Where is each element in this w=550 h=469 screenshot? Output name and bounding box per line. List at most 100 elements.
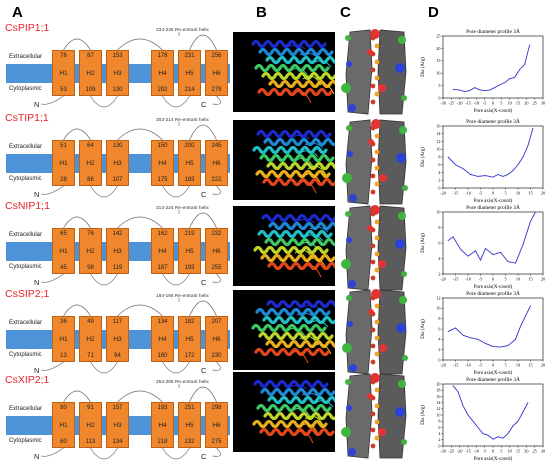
residue-number: 107 bbox=[112, 177, 123, 183]
surface-patch bbox=[345, 211, 351, 217]
surface-patch bbox=[348, 280, 356, 288]
x-tick-label: 15 bbox=[528, 363, 532, 368]
residue-number: 200 bbox=[184, 143, 195, 149]
topology-diagram: CsPIP1;1 Extracellular Cytoplasmic 234-245 … bbox=[0, 22, 235, 112]
reentrant-helix-label: 254-265 Re-entrant helix bbox=[156, 380, 209, 385]
loop-path bbox=[162, 185, 190, 198]
x-tick-label: 10 bbox=[508, 101, 512, 106]
loop-path bbox=[63, 216, 91, 229]
data-point bbox=[507, 261, 509, 262]
loop-path bbox=[90, 273, 118, 286]
y-tick-label: 10 bbox=[436, 71, 440, 76]
data-point bbox=[529, 44, 531, 46]
residue-number: 218 bbox=[157, 439, 168, 445]
x-tick-label: -25 bbox=[449, 449, 455, 454]
data-point bbox=[492, 176, 494, 178]
residue-number: 13 bbox=[60, 353, 67, 359]
data-point bbox=[477, 176, 479, 177]
x-tick-label: -5 bbox=[483, 101, 487, 106]
data-point bbox=[530, 220, 531, 222]
data-point bbox=[507, 433, 509, 434]
helix-ribbon bbox=[259, 427, 335, 437]
loop-path bbox=[117, 128, 163, 141]
data-point bbox=[524, 64, 526, 65]
data-point bbox=[460, 248, 461, 250]
loop-path bbox=[63, 128, 91, 141]
surface-patch bbox=[341, 259, 351, 269]
helix-label: H5 bbox=[185, 70, 194, 77]
helix-ribbon bbox=[254, 347, 330, 357]
helix-label: H6 bbox=[212, 422, 221, 429]
data-point bbox=[530, 305, 531, 307]
loop-connectors bbox=[41, 32, 221, 108]
coil bbox=[309, 226, 329, 233]
residue-number: 134 bbox=[157, 319, 168, 325]
cytoplasmic-label: Cytoplasmic bbox=[9, 352, 42, 358]
pore-sphere bbox=[370, 343, 376, 349]
helix-label: H5 bbox=[185, 336, 194, 343]
surface-half-right bbox=[377, 119, 407, 205]
residue-number: 275 bbox=[211, 439, 222, 445]
pore-sphere bbox=[374, 267, 380, 273]
surface-patch bbox=[395, 239, 405, 249]
surface-patch bbox=[379, 344, 387, 352]
data-point bbox=[447, 240, 449, 242]
residue-number: 160 bbox=[157, 353, 168, 359]
helix-label: H6 bbox=[212, 248, 221, 255]
surface-patch bbox=[345, 35, 351, 41]
pore-sphere bbox=[374, 133, 380, 139]
coil bbox=[304, 415, 324, 426]
transmembrane-helix: 256 H6 279 bbox=[205, 50, 228, 96]
transmembrane-helix: 298 H6 275 bbox=[205, 402, 228, 448]
n-terminus-label: N bbox=[34, 278, 40, 287]
data-point bbox=[459, 89, 461, 91]
x-tick-label: -5 bbox=[479, 191, 483, 196]
n-tail bbox=[41, 447, 64, 457]
transmembrane-helix: 178 H4 202 bbox=[151, 50, 174, 96]
x-tick-label: -15 bbox=[465, 449, 471, 454]
surface-patch bbox=[342, 173, 352, 183]
surface-patch bbox=[402, 185, 408, 191]
y-tick-label: 6 bbox=[438, 240, 440, 245]
data-point bbox=[477, 427, 479, 428]
loop-path bbox=[90, 361, 118, 374]
y-axis-label: Dia (Arg) bbox=[421, 233, 426, 253]
pore-sphere bbox=[370, 311, 376, 317]
data-point bbox=[487, 434, 489, 436]
x-tick-label: -20 bbox=[440, 277, 446, 282]
topology-diagram: CsTIP1;1 Extracellular Cytoplasmic 203-214 … bbox=[0, 112, 235, 202]
y-tick-label: 2 bbox=[438, 178, 440, 183]
loop-path bbox=[117, 216, 163, 229]
x-tick-label: -20 bbox=[440, 191, 446, 196]
residue-number: 130 bbox=[112, 87, 123, 93]
data-point bbox=[479, 89, 481, 91]
pore-surface-image bbox=[340, 28, 412, 118]
protein-name: CsNIP1;1 bbox=[5, 200, 50, 212]
residue-number: 298 bbox=[211, 405, 222, 411]
helix-label: H6 bbox=[212, 336, 221, 343]
x-axis-label: Pore axis(X-coord) bbox=[474, 199, 513, 204]
loop-path bbox=[117, 390, 163, 403]
residue-number: 202 bbox=[157, 87, 168, 93]
data-point bbox=[485, 343, 486, 344]
pore-sphere bbox=[370, 443, 376, 449]
panel-label-a: A bbox=[12, 4, 23, 21]
x-tick-label: 25 bbox=[533, 449, 537, 454]
residue-number: 230 bbox=[211, 353, 222, 359]
pore-sphere bbox=[374, 319, 380, 325]
surface-patch bbox=[398, 380, 406, 388]
transmembrane-helix: 51 H1 28 bbox=[52, 140, 75, 186]
surface-patch bbox=[396, 153, 406, 163]
data-point bbox=[500, 346, 501, 348]
coil bbox=[288, 384, 308, 390]
pore-surface-image bbox=[340, 118, 412, 208]
helix-ribbon bbox=[263, 137, 339, 147]
residue-number: 214 bbox=[184, 87, 195, 93]
transmembrane-helix: 91 H2 113 bbox=[79, 402, 102, 448]
transmembrane-helix: 130 H3 107 bbox=[106, 140, 129, 186]
pore-sphere bbox=[370, 67, 376, 73]
helix-ribbon bbox=[266, 161, 342, 171]
pore-sphere bbox=[370, 359, 376, 365]
x-tick-label: 30 bbox=[541, 449, 545, 454]
coil bbox=[309, 320, 329, 328]
